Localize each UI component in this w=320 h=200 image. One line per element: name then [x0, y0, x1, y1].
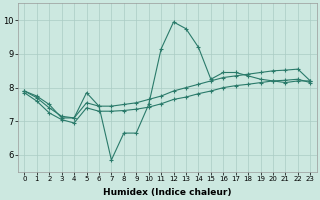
X-axis label: Humidex (Indice chaleur): Humidex (Indice chaleur) [103, 188, 232, 197]
